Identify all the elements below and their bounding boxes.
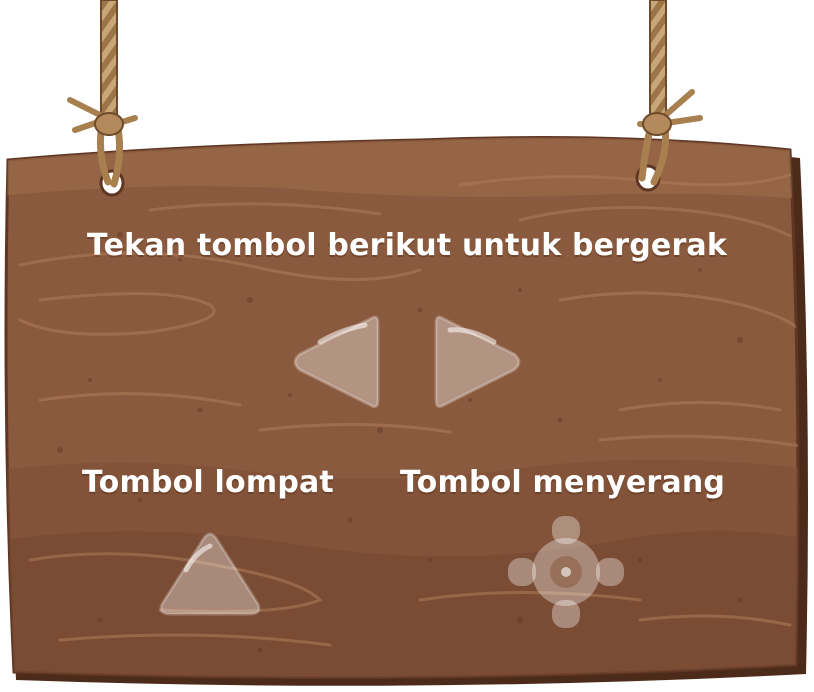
rope-right (649, 0, 667, 125)
rope-knot-right (637, 89, 703, 136)
arrow-left-button[interactable] (293, 315, 380, 409)
rope-left (100, 0, 118, 125)
wooden-board (4, 136, 808, 686)
jump-button[interactable] (159, 532, 261, 616)
arrow-right-button[interactable] (434, 315, 521, 409)
crosshair-icon (508, 516, 624, 628)
rope-knot-left (67, 97, 138, 136)
arrow-right-icon (434, 315, 521, 409)
arrow-left-icon (293, 315, 380, 409)
jump-button-label: Tombol lompat (82, 465, 334, 500)
attack-button-label: Tombol menyerang (400, 465, 726, 500)
triangle-up-icon (159, 532, 261, 616)
attack-button[interactable] (508, 516, 624, 628)
instruction-text: Tekan tombol berikut untuk bergerak (86, 228, 728, 263)
